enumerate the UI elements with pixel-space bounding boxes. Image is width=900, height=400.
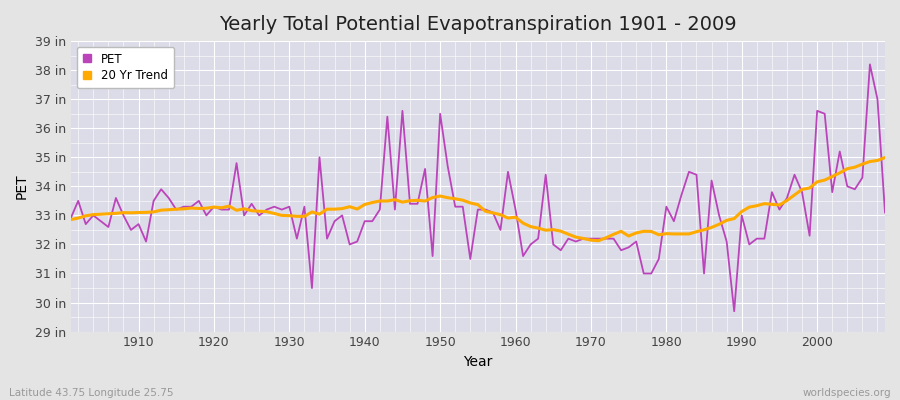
Text: Latitude 43.75 Longitude 25.75: Latitude 43.75 Longitude 25.75 [9,388,174,398]
X-axis label: Year: Year [464,355,492,369]
Text: worldspecies.org: worldspecies.org [803,388,891,398]
Legend: PET, 20 Yr Trend: PET, 20 Yr Trend [76,47,175,88]
Title: Yearly Total Potential Evapotranspiration 1901 - 2009: Yearly Total Potential Evapotranspiratio… [219,15,736,34]
Y-axis label: PET: PET [15,174,29,199]
